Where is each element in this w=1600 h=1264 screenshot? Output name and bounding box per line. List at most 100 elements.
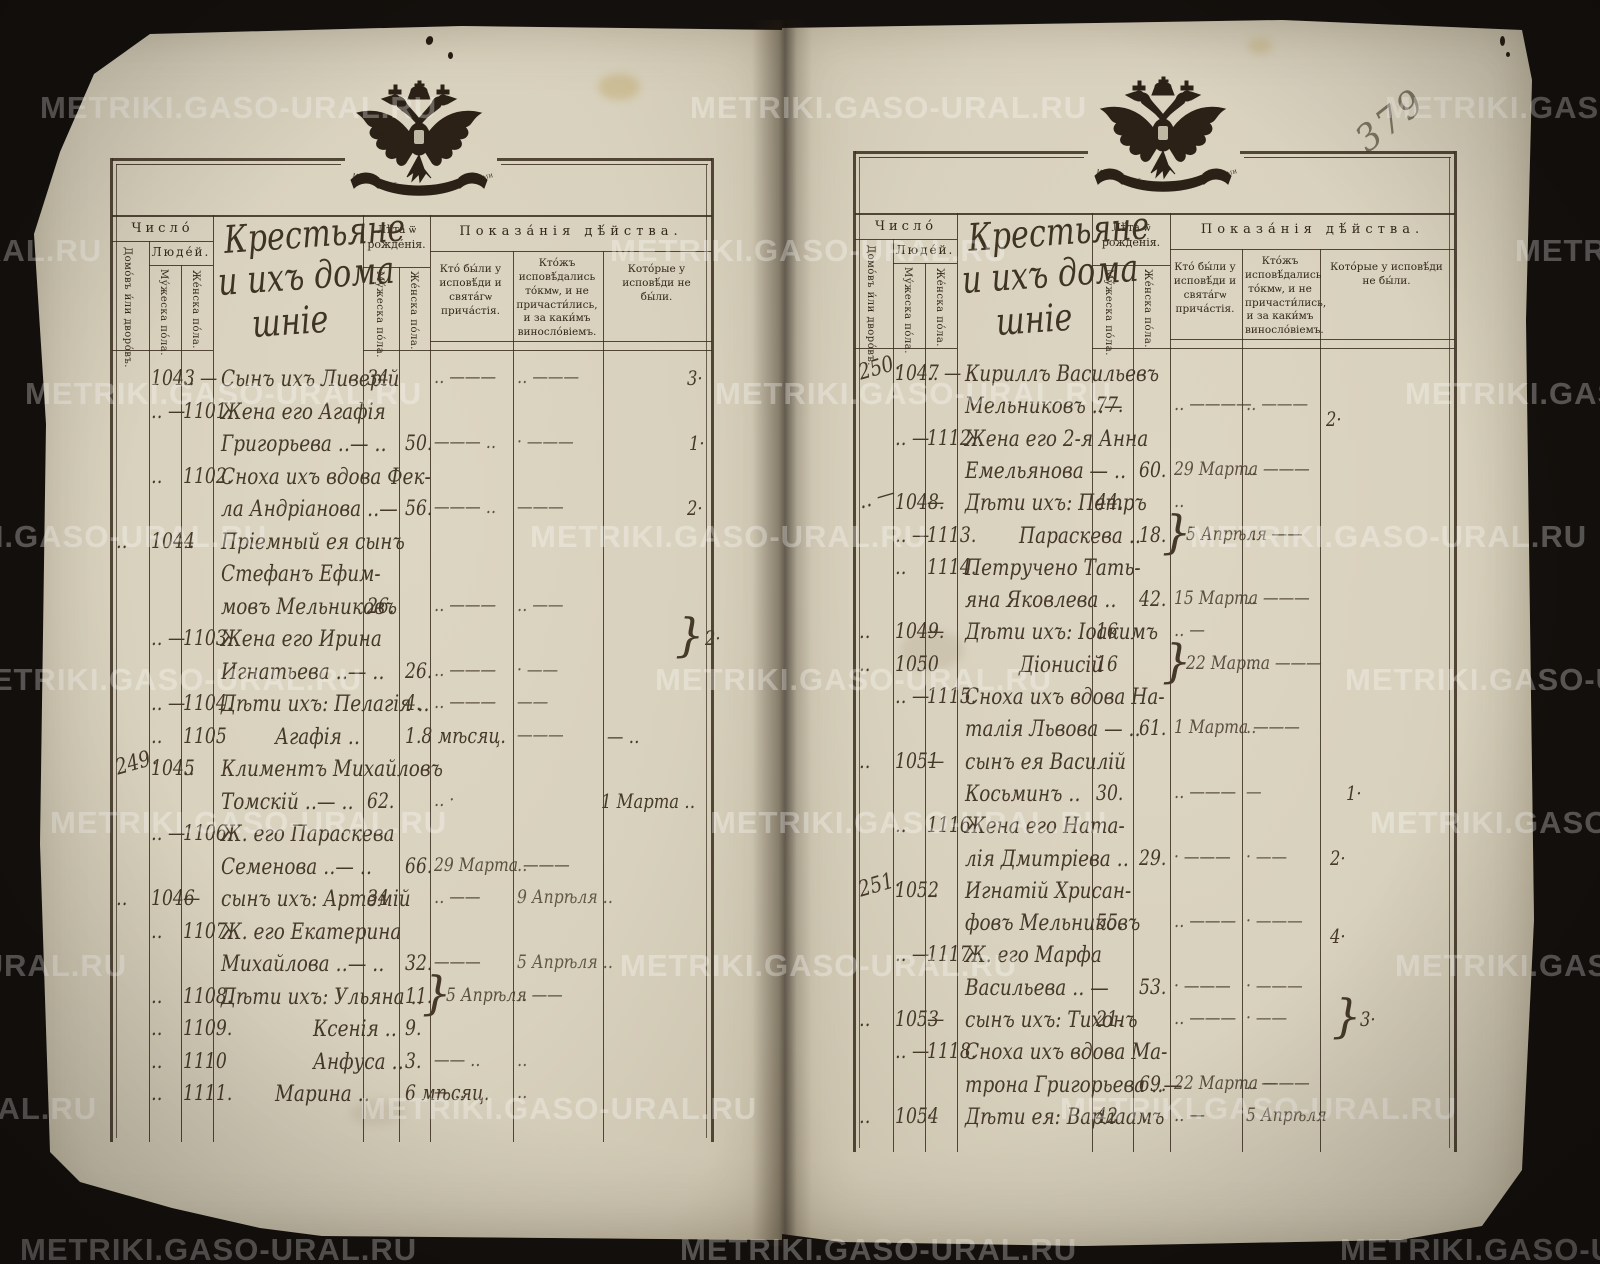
cell-age-female: 6 мѣсяц. <box>405 1081 490 1105</box>
header-rule-top <box>855 213 1455 215</box>
table-frame-right <box>1454 151 1457 1152</box>
column-divider <box>181 265 183 1142</box>
column-divider <box>1170 213 1172 1152</box>
cell-age-female: 3. <box>405 1049 422 1073</box>
cell-age-male: 77. <box>1096 393 1124 417</box>
cell-confessed: — ‥ <box>434 1081 465 1103</box>
header-testimony: Показа́нія дѣ́йства. <box>459 224 683 239</box>
ink-speck <box>448 52 453 59</box>
cell-female-no: 1117. <box>927 942 977 966</box>
cell-confessed: —— ‥ <box>434 1049 481 1071</box>
cell-name: Сноха ихъ вдова Ма- <box>965 1039 1168 1065</box>
cell-name: Агафія ‥ <box>275 724 361 750</box>
cell-male-no: ‥ <box>151 724 163 748</box>
table-frame-top <box>497 158 712 161</box>
header-female: Же́нска по́ла. <box>934 267 945 347</box>
cell-male-no: ‥ — <box>895 684 930 708</box>
table-frame-top-inner <box>116 164 341 165</box>
cell-female-no: 1112. <box>927 426 977 450</box>
cell-male-no: ‥ — <box>895 426 930 450</box>
cell-confessed: ‥ ———— <box>1174 393 1252 415</box>
cell-female-no: 1108. <box>183 984 233 1008</box>
cell-female-no: ‥ — <box>183 366 218 390</box>
cell-female-no: — <box>927 749 945 773</box>
cell-male-no: 1043 <box>151 366 195 390</box>
cell-name: Ж. его Марфа <box>965 942 1102 968</box>
cell-female-no: ‥ — <box>927 361 962 385</box>
cell-absent: 3· <box>687 366 703 390</box>
cell-absent: 2· <box>1330 846 1346 870</box>
header-people: Люде́й. <box>151 245 211 259</box>
cell-name: Дѣти ея: Варлаамъ <box>965 1104 1165 1130</box>
cell-confessed: 5 Апрѣля —— <box>1186 523 1303 545</box>
cell-name: Томскій ‥— ‥ <box>221 789 354 815</box>
cell-confessed: ‥ —— <box>434 886 481 908</box>
cell-name: лія Дмитріева ‥ <box>965 846 1129 872</box>
cell-name: яна Яковлева ‥ <box>965 587 1117 613</box>
cell-confessed: ‥ ——— <box>434 594 497 616</box>
cell-age-male: 62. <box>367 789 395 813</box>
cell-confessed-only: · ——— <box>1246 910 1303 932</box>
cell-absent: 1· <box>689 431 705 455</box>
column-divider <box>363 215 365 1142</box>
cell-household-no: ‥ <box>116 529 128 553</box>
cell-name: Косьминъ ‥ <box>965 781 1081 807</box>
cell-age-female: 26. <box>405 659 433 683</box>
header-rule-boxes-bottom <box>1170 339 1455 341</box>
cell-name: Ж. его Параскева <box>221 821 395 847</box>
paper-stain <box>598 74 640 100</box>
header-col-confessed-only: Кто́жъ исповѣ́дались то́кмѡ, и не причас… <box>1245 255 1327 337</box>
cell-confessed-only: ‥ —— <box>517 594 564 616</box>
cell-female-no: 1107. <box>183 919 233 943</box>
header-male: Му́жеска по́ла. <box>902 267 913 354</box>
cell-confessed-only: ——— <box>517 724 564 746</box>
cell-confessed-only: ‥ <box>1246 523 1257 545</box>
cell-female-no: 1105 <box>183 724 227 748</box>
cell-confessed-only: · —— <box>1246 846 1288 868</box>
table-frame-right-inner <box>1449 157 1450 1148</box>
cell-confessed: ‥ ——— <box>434 691 497 713</box>
cell-male-no: ‥ — <box>895 523 930 547</box>
header-rule-bottom-right <box>363 350 712 352</box>
cell-female-no: · <box>927 1104 933 1128</box>
cell-age-female: 60. <box>1139 458 1167 482</box>
cell-absent: 1· <box>1346 781 1362 805</box>
cell-confessed-only: · —— <box>517 659 559 681</box>
cell-male-no: ‥ <box>151 464 163 488</box>
table-frame-right <box>711 158 714 1142</box>
column-divider <box>1320 249 1322 1152</box>
cell-name: Сынъ ихъ Ливерій <box>221 366 400 392</box>
paper-stain <box>1248 38 1272 54</box>
table-frame-left-inner <box>859 157 860 1148</box>
cell-female-no: 1110 <box>183 1049 227 1073</box>
cell-confessed: ——— ‥ <box>434 431 497 453</box>
bracket-mark: } <box>1332 989 1362 1043</box>
header-rule-bottom-left <box>855 348 957 350</box>
cell-name: Стефанъ Ефим- <box>221 561 381 587</box>
cell-confessed-only: ‥ <box>1246 652 1257 674</box>
header-col-confessed: Кто́ бы́ли у исповѣ́ди и свята́гѡ прича́… <box>439 263 502 317</box>
cell-male-no: ‥ <box>895 813 907 837</box>
cell-female-no: 1114. <box>927 555 977 579</box>
cell-female-no: — <box>927 1007 945 1031</box>
cell-absent: 4· <box>1330 924 1346 948</box>
cell-age-male: 44. <box>1096 490 1124 514</box>
cell-absent: 1 Марта ‥ <box>601 789 696 813</box>
cell-female-no: ‥ <box>183 756 195 780</box>
cell-name: Петручено Тать- <box>965 555 1141 581</box>
cell-name: Параскева ‥ <box>1019 523 1142 549</box>
cell-confessed: ‥ — <box>1174 619 1205 641</box>
cell-female-no: 1115. <box>927 684 977 708</box>
column-divider <box>430 215 432 1142</box>
paper-stain <box>350 1100 404 1126</box>
ink-speck <box>1500 36 1505 46</box>
column-divider <box>213 215 215 1142</box>
cell-confessed: 5 Апрѣля —— <box>446 984 563 1006</box>
cell-confessed: 15 Марта ——— <box>1174 587 1310 609</box>
cell-age-female: 4. <box>405 691 422 715</box>
header-col-confessed-only: Кто́жъ исповѣ́дались то́кмѡ, и не причас… <box>516 257 598 339</box>
cell-name: Игнатьева ‥— ‥ <box>221 659 385 685</box>
cell-confessed: ——— ‥ <box>434 496 497 518</box>
column-divider <box>149 241 151 1142</box>
cell-household-no: ‥ <box>859 652 871 676</box>
